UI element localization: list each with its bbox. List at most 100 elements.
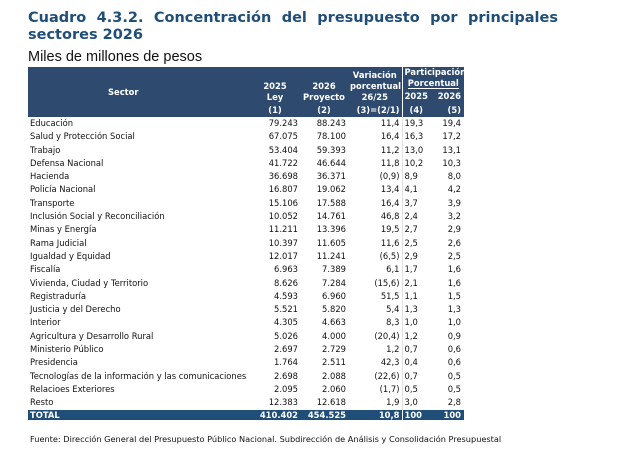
cell-part-2025: 3,7: [401, 196, 430, 211]
header-2026-proyecto: 2026 Proyecto: [300, 67, 348, 103]
cell-part-2026: 0,6: [447, 357, 462, 368]
cell-part-2025: 19,3: [401, 117, 430, 131]
cell-proyecto-2026: 2.511: [322, 357, 346, 368]
table-row: Inclusión Social y Reconciliación 10.052 1…: [28, 210, 464, 224]
cell-part-2026: 1,3: [447, 304, 462, 315]
cell-sector: Fiscalía: [30, 264, 61, 275]
cell-variacion: (6,5): [379, 250, 400, 261]
cell-sector: Inclusión Social y Reconciliación: [30, 211, 165, 222]
cell-variacion: 1,2: [386, 344, 400, 355]
cell-sector: Ministerio Público: [30, 344, 104, 355]
table-row: Fiscalía 6.963 7.389 6,1 1,7 1,6: [28, 263, 464, 277]
cell-variacion: 6,1: [386, 264, 400, 275]
cell-part-2025: 1,1: [401, 289, 430, 304]
cell-sector: Transporte: [30, 197, 75, 208]
cell-ley-2025: 12.383: [268, 397, 298, 408]
cell-variacion: (15,6): [374, 277, 400, 288]
total-row: TOTAL 410.402 454.525 10,8 100 100: [28, 409, 465, 420]
cell-part-2026: 2,8: [447, 397, 462, 408]
cell-part-2025: 0,4: [401, 356, 430, 370]
cell-proyecto-2026: 17.588: [316, 197, 346, 208]
cell-proyecto-2026: 11.241: [316, 250, 346, 261]
table-row: Tecnologías de la información y las comu…: [28, 369, 464, 383]
table-row: Defensa Nacional 41.722 46.644 11,8 10,2 10,3: [28, 156, 464, 171]
cell-variacion: 16,4: [380, 197, 400, 208]
cell-part-2025: 2,7: [401, 223, 430, 237]
cell-sector: Registraduría: [30, 290, 86, 301]
cell-proyecto-2026: 2.729: [322, 344, 346, 355]
cell-sector: Educación: [30, 118, 74, 128]
cell-ley-2025: 5.521: [274, 304, 298, 315]
cell-part-2026: 1,0: [447, 317, 462, 328]
cell-ley-2025: 4.593: [274, 290, 298, 301]
cell-part-2025: 2,4: [401, 210, 430, 224]
cell-sector: Trabajo: [30, 144, 61, 155]
cell-ley-2025: 10.052: [268, 211, 298, 222]
cell-sector: Hacienda: [30, 171, 70, 182]
cell-ley-2025: 2.698: [274, 370, 298, 381]
table-row: Trabajo 53.404 59.393 11,2 13,0 13,1: [28, 143, 464, 157]
cell-part-2026: 0,5: [447, 370, 462, 381]
cell-sector: Policía Nacional: [30, 184, 96, 195]
cell-ley-2025: 16.807: [268, 184, 298, 195]
cell-sector: Salud y Protección Social: [30, 131, 135, 142]
cell-sector: Tecnologías de la información y las comu…: [30, 370, 247, 381]
cell-part-2025: 1,2: [401, 329, 430, 344]
table-row: Hacienda 36.698 36.371 (0,9) 8,9 8,0: [28, 170, 464, 184]
cell-ley-2025: 2.095: [274, 383, 298, 394]
cell-part-2025: 10,2: [401, 156, 430, 171]
cell-variacion: 11,8: [380, 157, 400, 168]
cell-part-2025: 1,3: [401, 303, 430, 317]
cell-part-2026: 8,0: [447, 171, 462, 182]
header-part-2025: 2025: [401, 89, 430, 103]
cell-part-2026: 2,9: [447, 224, 462, 235]
cell-variacion: 8,3: [386, 317, 400, 328]
cell-variacion: (1,7): [379, 383, 400, 394]
cell-proyecto-2026: 12.618: [316, 397, 346, 408]
header-col-1: (1): [250, 103, 300, 117]
table-row: Transporte 15.106 17.588 16,4 3,7 3,9: [28, 196, 464, 211]
cell-sector: Justicia y del Derecho: [30, 304, 121, 315]
cell-part-2026: 3,9: [447, 197, 462, 208]
table-row: Vivienda, Ciudad y Territorio 8.626 7.284 (…: [28, 276, 464, 290]
cell-proyecto-2026: 454.525: [300, 409, 348, 420]
cell-ley-2025: 79.243: [268, 118, 298, 128]
header-col-2: (2): [300, 103, 348, 117]
cell-sector: Resto: [30, 397, 54, 408]
cell-sector: Relacioes Exteriores: [30, 383, 115, 394]
cell-ley-2025: 5.026: [274, 330, 298, 341]
table-row: Interior 4.305 4.663 8,3 1,0 1,0: [28, 316, 464, 330]
cell-sector: Rama Judicial: [30, 237, 87, 248]
cell-part-2025: 8,9: [401, 170, 430, 184]
cell-ley-2025: 67.075: [268, 131, 298, 142]
cell-part-2026: 1,5: [447, 290, 462, 301]
table-row: Justicia y del Derecho 5.521 5.820 5,4 1,3 1,…: [28, 303, 464, 317]
cell-part-2026: 1,6: [447, 264, 462, 275]
page-title: Cuadro 4.3.2. Concentración del presupue…: [28, 10, 558, 43]
cell-part-2025: 2,1: [401, 276, 430, 290]
table-row: Educación 79.243 88.243 11,4 19,3 19,4: [28, 117, 464, 131]
cell-variacion: 11,4: [380, 118, 400, 128]
subtitle: Miles de millones de pesos: [28, 49, 203, 65]
cell-sector: Igualdad y Equidad: [30, 250, 111, 261]
cell-variacion: 46,8: [380, 211, 400, 222]
cell-proyecto-2026: 5.820: [322, 304, 346, 315]
cell-part-2026: 0,6: [447, 344, 462, 355]
cell-sector: Defensa Nacional: [30, 157, 104, 168]
cell-part-2026: 13,1: [442, 144, 462, 155]
cell-proyecto-2026: 59.393: [316, 144, 346, 155]
table-row: Presidencia 1.764 2.511 42,3 0,4 0,6: [28, 356, 464, 370]
cell-part-2025: 0,7: [401, 369, 430, 383]
table-row: Registraduría 4.593 6.960 51,5 1,1 1,5: [28, 289, 464, 304]
cell-ley-2025: 15.106: [268, 197, 298, 208]
table-row: Resto 12.383 12.618 1,9 3,0 2,8: [28, 396, 464, 410]
cell-proyecto-2026: 36.371: [316, 171, 346, 182]
cell-part-2026: 0,9: [447, 330, 462, 341]
table-row: Igualdad y Equidad 12.017 11.241 (6,5) 2,9 2,…: [28, 249, 464, 264]
cell-proyecto-2026: 2.088: [322, 370, 346, 381]
cell-part-2025: 1,0: [401, 316, 430, 330]
header-sector: Sector: [28, 67, 250, 117]
cell-part-2026: 3,2: [447, 211, 462, 222]
table-row: Minas y Energía 11.211 13.396 19,5 2,7 2,9: [28, 223, 464, 237]
cell-part-2025: 2,5: [401, 236, 430, 250]
